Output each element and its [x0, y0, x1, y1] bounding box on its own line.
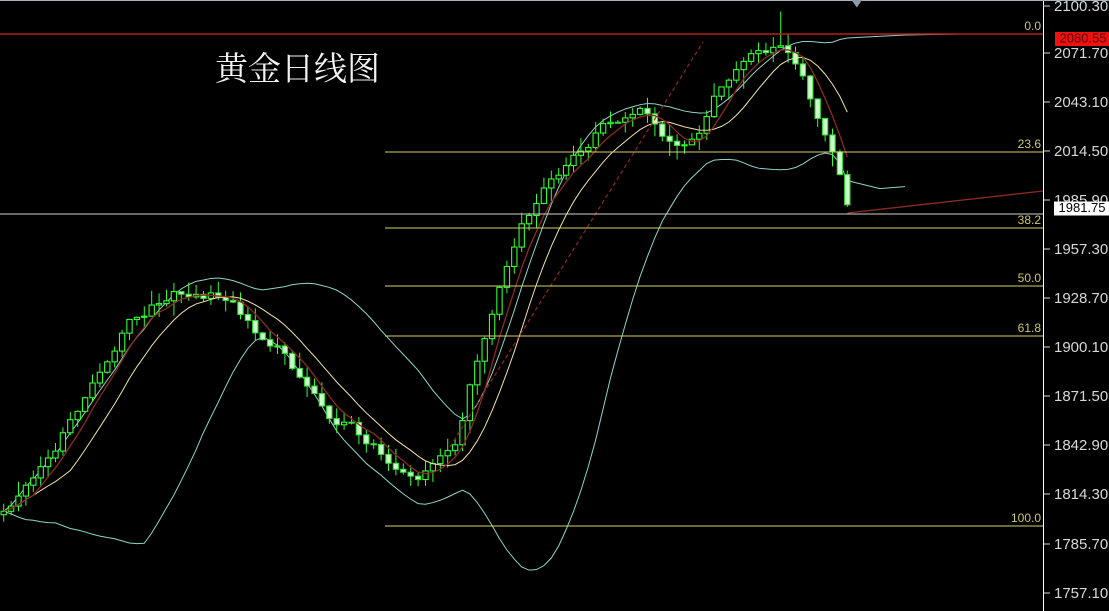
- svg-text:2071.70: 2071.70: [1054, 45, 1108, 62]
- svg-text:50.0: 50.0: [1018, 271, 1042, 285]
- svg-text:1785.70: 1785.70: [1054, 536, 1108, 553]
- svg-text:1842.90: 1842.90: [1054, 437, 1108, 454]
- svg-text:2043.10: 2043.10: [1054, 94, 1108, 111]
- svg-text:1900.10: 1900.10: [1054, 339, 1108, 356]
- svg-text:1957.30: 1957.30: [1054, 241, 1108, 258]
- svg-text:2080.55: 2080.55: [1060, 31, 1107, 46]
- svg-text:0.0: 0.0: [1024, 19, 1041, 33]
- svg-text:2014.50: 2014.50: [1054, 143, 1108, 160]
- svg-text:1757.10: 1757.10: [1054, 585, 1108, 602]
- svg-text:黄金日线图: 黄金日线图: [215, 43, 380, 90]
- svg-text:23.6: 23.6: [1018, 137, 1042, 151]
- svg-text:61.8: 61.8: [1018, 321, 1042, 335]
- svg-text:1928.70: 1928.70: [1054, 290, 1108, 307]
- svg-text:1814.30: 1814.30: [1054, 486, 1108, 503]
- svg-text:1981.75: 1981.75: [1059, 200, 1106, 215]
- svg-text:100.0: 100.0: [1011, 511, 1041, 525]
- svg-text:1871.50: 1871.50: [1054, 388, 1108, 405]
- svg-text:2100.30: 2100.30: [1054, 0, 1108, 15]
- svg-text:38.2: 38.2: [1018, 213, 1042, 227]
